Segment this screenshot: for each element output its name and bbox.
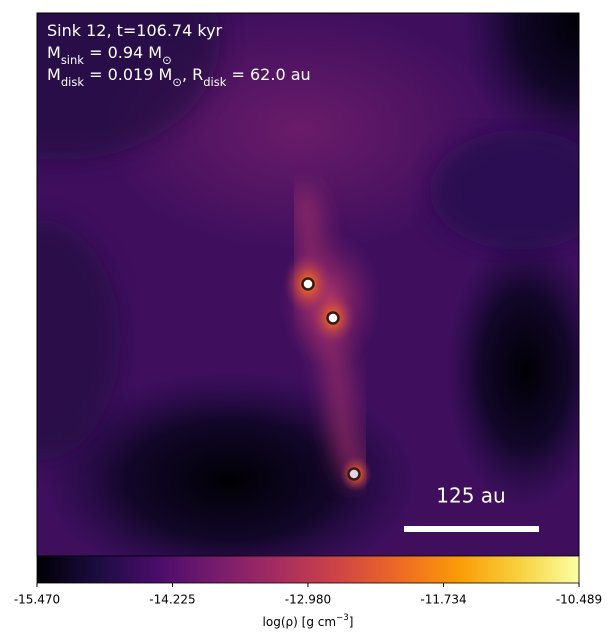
text-part: M <box>47 43 61 62</box>
sink <box>326 311 340 325</box>
colorbar: -15.470 -14.225 -12.980 -11.734 -10.489 log(ρ… <box>14 555 602 629</box>
text-part: ] <box>349 615 354 629</box>
annotation: Sink 12, t=106.74 kyr <box>47 21 223 40</box>
colorbar-label: log(ρ) [g cm−3] <box>263 613 354 629</box>
colorbar-fill <box>36 555 580 584</box>
colorbar-tick-label: -14.225 <box>149 593 195 607</box>
sink <box>347 467 361 481</box>
colorbar-tick-label: -12.980 <box>285 593 331 607</box>
colorbar-tick-label: -11.734 <box>420 593 466 607</box>
subscript: ⊙ <box>172 75 182 89</box>
colorbar-tick-label: -10.489 <box>556 593 602 607</box>
text-part: = 0.94 M <box>84 43 162 62</box>
scale-bar-label: 125 au <box>436 484 505 508</box>
subscript: disk <box>203 75 227 89</box>
density-map <box>37 13 579 556</box>
subscript: ⊙ <box>162 53 172 67</box>
text-part: Sink 12, t=106.74 kyr <box>47 21 223 40</box>
text-part: log(ρ) [g cm <box>263 615 337 629</box>
subscript: disk <box>61 75 85 89</box>
annotation: Msink = 0.94 M⊙ <box>47 43 172 67</box>
text-part: = 62.0 au <box>226 65 310 84</box>
subscript: sink <box>61 53 84 67</box>
sink <box>301 277 315 291</box>
colorbar-tick-label: -15.470 <box>14 593 60 607</box>
text-part: , R <box>182 65 203 84</box>
supscript: −3 <box>336 613 349 623</box>
text-part: = 0.019 M <box>84 65 172 84</box>
text-part: M <box>47 65 61 84</box>
annotation: Mdisk = 0.019 M⊙, Rdisk = 62.0 au <box>47 65 311 89</box>
